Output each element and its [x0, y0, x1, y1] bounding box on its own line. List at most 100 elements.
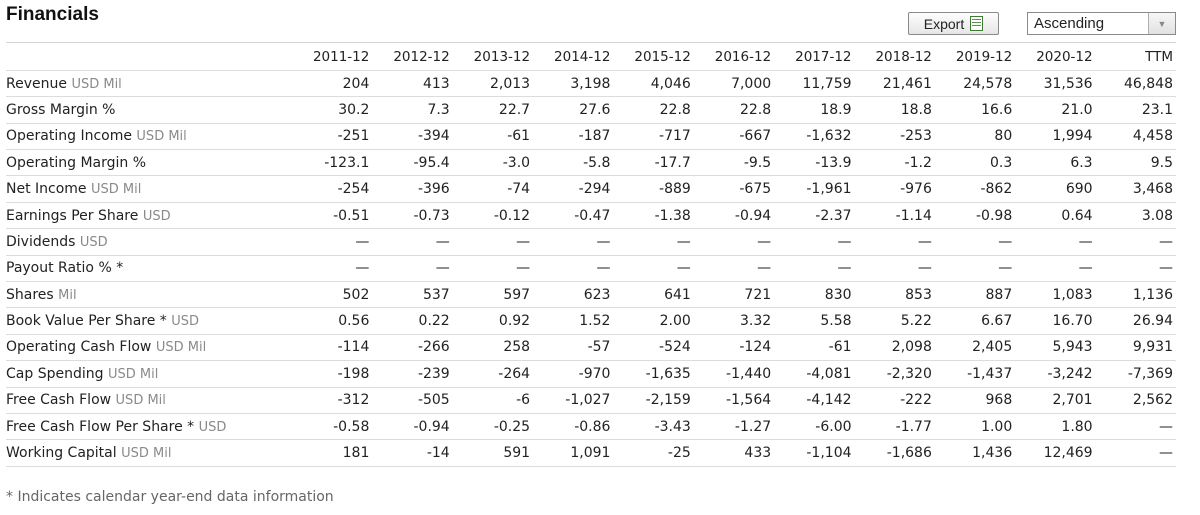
row-label-text: Operating Cash Flow — [6, 339, 152, 356]
table-cell: 46,848 — [1095, 70, 1176, 98]
table-cell: 721 — [693, 281, 775, 309]
table-cell: 22.8 — [613, 96, 694, 124]
table-cell: 690 — [1015, 175, 1096, 203]
table-cell: 830 — [774, 281, 855, 309]
table-cell: 2,701 — [1015, 387, 1096, 414]
row-label: Working Capital USD Mil — [6, 439, 292, 467]
table-cell: 1,083 — [1015, 281, 1096, 309]
table-cell: 16.6 — [934, 96, 1016, 124]
table-cell: — — [292, 228, 373, 256]
table-cell: -254 — [292, 175, 373, 203]
table-cell: — — [693, 255, 775, 283]
table-cell: -1,564 — [693, 387, 775, 414]
row-label-text: Earnings Per Share — [6, 207, 139, 224]
table-cell: — — [372, 228, 453, 256]
table-cell: -123.1 — [292, 149, 373, 177]
table-cell: -505 — [372, 387, 453, 414]
table-cell: -312 — [292, 387, 373, 414]
table-cell: — — [1015, 255, 1096, 283]
table-cell: -3.0 — [452, 149, 534, 177]
table-cell: 887 — [934, 281, 1016, 309]
table-cell: 9,931 — [1095, 334, 1176, 362]
table-row: Dividends USD — — — — — — — — — — — — [6, 228, 1176, 256]
row-unit: USD Mil — [71, 76, 122, 92]
table-cell: 623 — [533, 281, 614, 309]
table-cell: 181 — [292, 439, 373, 467]
column-header: 2012-12 — [372, 44, 453, 71]
row-label: Net Income USD Mil — [6, 175, 292, 203]
column-header-metric — [6, 44, 292, 71]
table-cell: — — [452, 255, 534, 283]
export-button[interactable]: Export — [908, 12, 999, 35]
table-cell: 18.8 — [854, 96, 935, 124]
table-cell: — — [1095, 413, 1176, 441]
row-unit: USD Mil — [115, 393, 166, 409]
financials-table: 2011-12 2012-12 2013-12 2014-12 2015-12 2016-… — [6, 44, 1176, 467]
sort-order-select[interactable]: Ascending ▼ — [1027, 12, 1176, 35]
row-label: Operating Margin % — [6, 149, 292, 177]
export-label: Export — [923, 15, 965, 32]
table-cell: -0.94 — [372, 413, 453, 441]
table-row: Free Cash Flow USD Mil -312 -505 -6 -1,027 -2… — [6, 387, 1176, 414]
table-cell: -0.58 — [292, 413, 373, 441]
row-label-text: Working Capital — [6, 445, 117, 462]
table-cell: -0.98 — [934, 202, 1016, 230]
table-cell: 7.3 — [372, 96, 453, 124]
table-cell: -0.94 — [693, 202, 775, 230]
table-cell: 968 — [934, 387, 1016, 414]
table-cell: -5.8 — [533, 149, 614, 177]
table-cell: -1.2 — [854, 149, 935, 177]
table-cell: 11,759 — [774, 70, 855, 98]
table-cell: -0.12 — [452, 202, 534, 230]
row-label: Dividends USD — [6, 228, 292, 256]
row-unit: USD Mil — [107, 366, 159, 382]
footnote: * Indicates calendar year-end data infor… — [6, 489, 334, 505]
table-cell: -524 — [613, 334, 694, 362]
table-cell: -1,027 — [533, 387, 614, 414]
row-unit: USD Mil — [121, 446, 172, 462]
table-cell: -3.43 — [613, 413, 694, 441]
row-label-text: Operating Margin % — [6, 154, 147, 171]
row-label: Book Value Per Share * USD — [6, 307, 292, 335]
table-cell: 641 — [613, 281, 694, 309]
table-cell: -6 — [452, 387, 534, 414]
table-cell: 22.8 — [693, 96, 775, 124]
chevron-down-icon[interactable]: ▼ — [1148, 13, 1175, 34]
row-unit: USD Mil — [91, 182, 142, 198]
table-cell: — — [613, 228, 694, 256]
table-cell: -976 — [854, 175, 935, 203]
column-header: 2011-12 — [292, 44, 373, 71]
sort-order-value: Ascending — [1034, 15, 1105, 32]
table-row: Working Capital USD Mil 181 -14 591 1,091 -25… — [6, 439, 1176, 467]
table-cell: -1.14 — [854, 202, 935, 230]
table-cell: -0.47 — [533, 202, 614, 230]
table-cell: 0.92 — [452, 307, 534, 335]
table-cell: 7,000 — [693, 70, 775, 98]
table-cell: 5,943 — [1015, 334, 1096, 362]
row-label-text: Dividends — [6, 233, 76, 250]
table-row: Net Income USD Mil -254 -396 -74 -294 -889 -67… — [6, 175, 1176, 203]
table-cell: 502 — [292, 281, 373, 309]
row-label-text: Gross Margin % — [6, 101, 116, 118]
table-cell: -1.38 — [613, 202, 694, 230]
column-header: 2015-12 — [613, 44, 694, 71]
page-title: Financials — [6, 4, 99, 25]
row-unit: USD — [171, 314, 200, 330]
table-cell: 1.00 — [934, 413, 1016, 441]
table-cell: -889 — [613, 175, 694, 203]
table-cell: -6.00 — [774, 413, 855, 441]
table-row: Payout Ratio % * — — — — — — — — — — — — [6, 255, 1176, 283]
row-label: Operating Cash Flow USD Mil — [6, 334, 292, 362]
table-cell: -1,961 — [774, 175, 855, 203]
table-row: Book Value Per Share * USD 0.56 0.22 0.92 1.… — [6, 307, 1176, 335]
row-label-text: Revenue — [6, 75, 67, 92]
table-cell: -667 — [693, 123, 775, 151]
row-unit: USD Mil — [155, 340, 207, 356]
table-cell: 1.52 — [533, 307, 614, 335]
table-cell: -1,686 — [854, 439, 935, 467]
column-header: 2016-12 — [693, 44, 775, 71]
table-cell: 0.3 — [934, 149, 1016, 177]
table-cell: — — [693, 228, 775, 256]
table-cell: -251 — [292, 123, 373, 151]
row-label-text: Cap Spending — [6, 365, 104, 382]
